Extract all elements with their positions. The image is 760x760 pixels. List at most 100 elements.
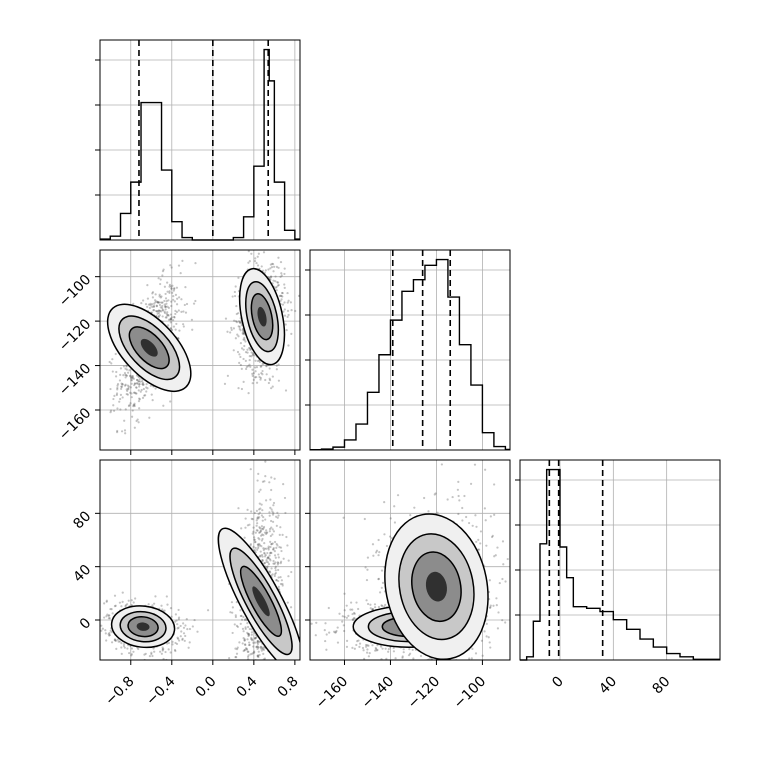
sample-point bbox=[353, 611, 356, 615]
sample-point bbox=[267, 563, 271, 566]
sample-point bbox=[419, 654, 423, 658]
sample-point bbox=[281, 295, 284, 298]
sample-point bbox=[166, 313, 170, 317]
sample-point bbox=[259, 554, 262, 557]
sample-point bbox=[223, 382, 227, 385]
sample-point bbox=[160, 295, 163, 298]
sample-point bbox=[259, 555, 262, 558]
sample-point bbox=[238, 321, 242, 324]
sample-point bbox=[130, 392, 133, 395]
sample-point bbox=[108, 614, 111, 617]
sample-point bbox=[260, 675, 262, 677]
sample-point bbox=[116, 407, 119, 410]
sample-point bbox=[260, 534, 263, 537]
sample-point bbox=[268, 527, 272, 531]
sample-point bbox=[232, 731, 234, 733]
sample-point bbox=[231, 611, 234, 614]
sample-point bbox=[180, 310, 183, 313]
sample-point bbox=[277, 363, 280, 366]
sample-point bbox=[248, 358, 251, 362]
sample-point bbox=[271, 385, 274, 388]
sample-point bbox=[112, 397, 115, 401]
sample-point bbox=[489, 646, 492, 649]
sample-point bbox=[377, 578, 380, 581]
sample-point bbox=[131, 375, 135, 378]
sample-point bbox=[157, 311, 161, 314]
sample-point bbox=[363, 517, 366, 521]
sample-point bbox=[271, 262, 274, 265]
sample-point bbox=[273, 574, 276, 578]
sample-point bbox=[141, 381, 145, 385]
sample-point bbox=[166, 642, 169, 645]
sample-point bbox=[274, 571, 277, 575]
sample-point bbox=[284, 511, 287, 515]
sample-point bbox=[153, 650, 156, 653]
sample-point bbox=[237, 698, 239, 700]
sample-point bbox=[254, 541, 257, 544]
sample-point bbox=[263, 551, 266, 554]
sample-point bbox=[142, 383, 145, 386]
sample-point bbox=[345, 645, 349, 648]
sample-point bbox=[113, 394, 116, 397]
sample-point bbox=[485, 544, 488, 547]
sample-point bbox=[264, 474, 267, 478]
sample-point bbox=[177, 618, 180, 621]
sample-point bbox=[87, 616, 89, 618]
sample-point bbox=[263, 682, 265, 684]
sample-point bbox=[155, 300, 158, 303]
sample-point bbox=[504, 621, 507, 624]
sample-point bbox=[373, 606, 377, 609]
sample-point bbox=[162, 268, 165, 271]
sample-point bbox=[139, 380, 142, 383]
sample-point bbox=[238, 641, 241, 644]
sample-point bbox=[268, 672, 270, 674]
sample-point bbox=[100, 624, 103, 627]
sample-point bbox=[249, 348, 252, 352]
sample-point bbox=[247, 634, 250, 638]
sample-point bbox=[118, 379, 122, 382]
sample-point bbox=[241, 332, 244, 335]
sample-point bbox=[256, 645, 259, 648]
sample-point bbox=[235, 321, 239, 324]
sample-point bbox=[245, 647, 248, 650]
sample-point bbox=[265, 373, 268, 376]
sample-point bbox=[264, 553, 267, 557]
sample-point bbox=[238, 361, 241, 364]
sample-point bbox=[173, 287, 176, 291]
sample-point bbox=[182, 325, 185, 328]
sample-point bbox=[253, 354, 256, 357]
sample-point bbox=[495, 597, 498, 600]
sample-point bbox=[349, 608, 352, 611]
sample-point bbox=[279, 275, 282, 279]
contour-1-0-1 bbox=[119, 610, 167, 643]
sample-point bbox=[266, 565, 269, 568]
sample-point bbox=[175, 310, 179, 314]
sample-point bbox=[145, 390, 148, 393]
sample-point bbox=[104, 629, 107, 632]
sample-point bbox=[257, 513, 260, 516]
sample-point bbox=[151, 399, 154, 402]
sample-point bbox=[238, 325, 241, 329]
sample-point bbox=[107, 617, 111, 620]
sample-point bbox=[271, 375, 274, 378]
sample-point bbox=[273, 669, 275, 671]
sample-point bbox=[277, 553, 280, 556]
sample-point bbox=[108, 360, 111, 364]
sample-point bbox=[181, 637, 184, 640]
sample-point bbox=[126, 389, 129, 393]
sample-point bbox=[117, 640, 120, 643]
sample-point bbox=[112, 404, 115, 407]
histogram-panel-2 bbox=[515, 459, 721, 661]
sample-point bbox=[277, 568, 280, 572]
sample-point bbox=[501, 619, 504, 622]
sample-point bbox=[268, 558, 271, 561]
sample-point bbox=[274, 275, 277, 278]
sample-point bbox=[110, 607, 113, 611]
sample-point bbox=[157, 309, 160, 312]
sample-point bbox=[253, 650, 256, 653]
sample-point bbox=[287, 344, 290, 347]
sample-point bbox=[362, 649, 365, 652]
sample-point bbox=[314, 634, 317, 637]
sample-point bbox=[152, 309, 155, 312]
sample-point bbox=[116, 384, 119, 387]
